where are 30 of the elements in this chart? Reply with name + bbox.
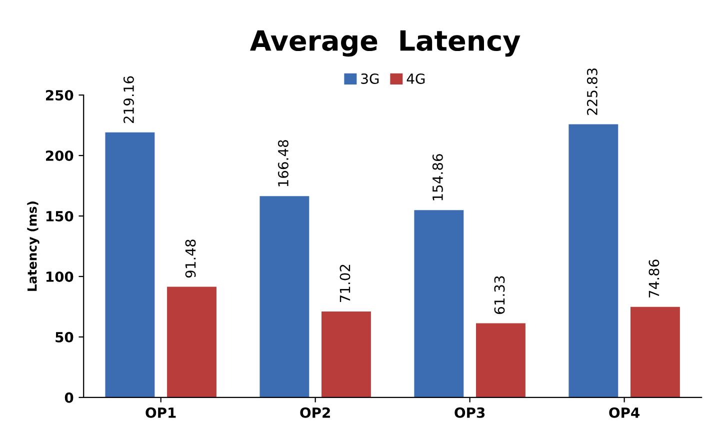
chart-title: Average Latency	[250, 30, 520, 57]
y-tick-label: 50	[56, 332, 74, 342]
y-tick-label: 0	[64, 392, 74, 403]
legend-label: 4G	[406, 73, 425, 84]
data-label: 74.86	[648, 260, 660, 298]
data-label: 166.48	[278, 140, 288, 186]
bar	[568, 124, 618, 398]
legend-label: 3G	[361, 73, 379, 84]
y-axis-title: Latency (ms)	[27, 202, 40, 291]
y-tick-label: 250	[46, 90, 74, 101]
data-label: 219.16	[123, 76, 134, 123]
data-label: 91.48	[185, 240, 196, 278]
x-tick-label: OP3	[454, 407, 485, 418]
data-label: 154.86	[432, 154, 443, 200]
x-tick-label: OP1	[146, 407, 176, 418]
data-label: 61.33	[494, 276, 505, 314]
bar	[167, 286, 216, 398]
bar	[630, 306, 680, 398]
y-tick-label: 200	[46, 150, 74, 161]
data-label: 225.83	[586, 68, 598, 115]
y-tick-label: 150	[46, 210, 74, 222]
bar	[105, 132, 155, 398]
bar	[476, 323, 526, 398]
y-tick-label: 100	[46, 271, 74, 282]
data-label: 71.02	[340, 264, 350, 302]
x-tick-label: OP4	[609, 407, 640, 418]
bar	[260, 196, 310, 398]
bar	[322, 312, 371, 398]
bar	[414, 210, 464, 398]
x-tick-label: OP2	[300, 407, 330, 418]
